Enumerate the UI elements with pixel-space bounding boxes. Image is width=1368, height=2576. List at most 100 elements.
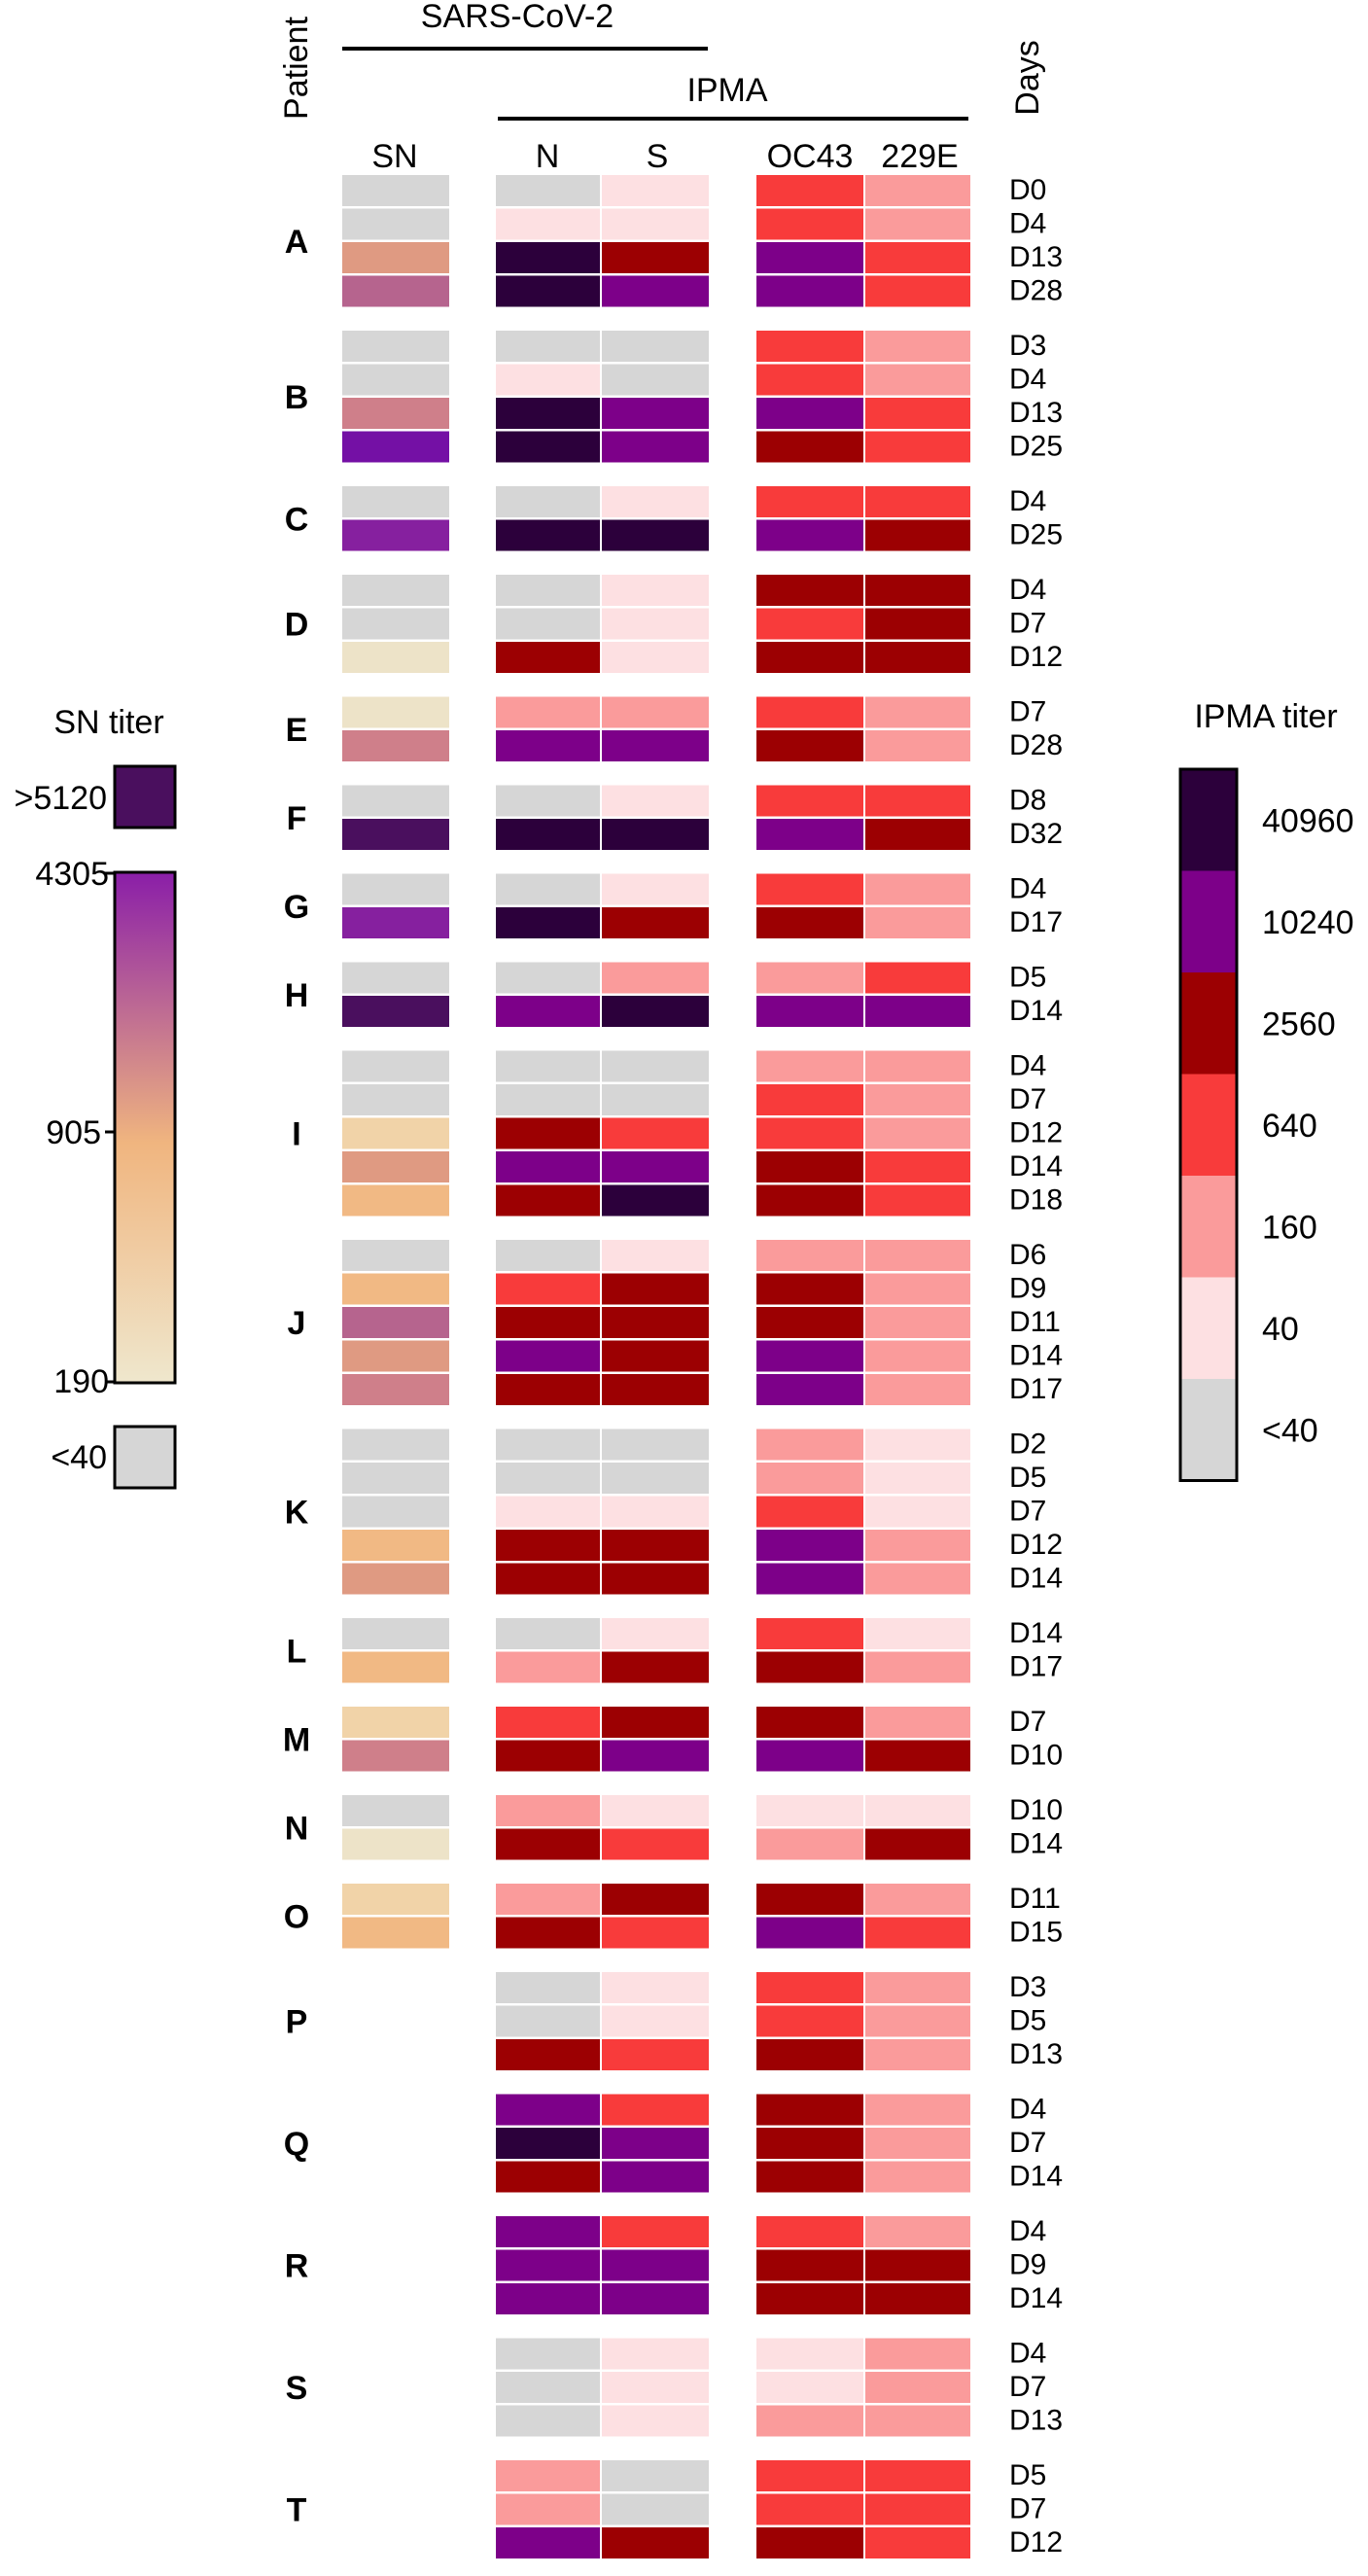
header: Patient SARS-CoV-2 IPMA Days SN N S OC43… [278,0,1046,175]
cell-T-D12-229E [865,2527,970,2558]
cell-L-D17-S [602,1651,709,1683]
cell-J-D6-OC43 [756,1240,863,1271]
cell-Q-D14-N [496,2161,600,2193]
cell-H-D14-SN [342,996,449,1027]
ipma-band-swatch [1180,1176,1237,1278]
day-label: D5 [1009,1462,1046,1494]
cell-H-D5-SN [342,962,449,994]
cell-B-D4-229E [865,364,970,396]
ipma-band-label: 40 [1262,1311,1299,1348]
cell-G-D4-S [602,873,709,905]
cell-D-D7-SN [342,608,449,640]
cell-N-D14-SN [342,1828,449,1860]
cell-S-D7-229E [865,2372,970,2403]
cell-P-D13-229E [865,2039,970,2070]
patient-label: G [284,889,309,926]
cell-K-D14-229E [865,1563,970,1595]
cell-I-D14-S [602,1151,709,1182]
cell-K-D12-229E [865,1530,970,1561]
cell-Q-D4-OC43 [756,2094,863,2126]
cell-M-D10-S [602,1740,709,1772]
cell-S-D7-OC43 [756,2372,863,2403]
day-label: D14 [1009,2161,1063,2193]
ipma-band-swatch [1180,1379,1237,1481]
ipma-group-label: IPMA [686,72,767,109]
day-label: D3 [1009,330,1046,362]
cell-E-D7-N [496,696,600,728]
day-label: D7 [1009,1706,1046,1738]
day-label: D12 [1009,2526,1063,2558]
cell-J-D9-N [496,1273,600,1305]
sn-legend: SN titer >5120 4305 905 190 <40 [15,704,177,1490]
cell-J-D11-N [496,1307,600,1338]
cell-H-D14-OC43 [756,996,863,1027]
cell-R-D14-229E [865,2283,970,2314]
cell-G-D4-OC43 [756,873,863,905]
day-label: D12 [1009,1117,1063,1149]
ipma-legend-bands: 40960 10240 2560 640 160 40 <40 [1178,767,1354,1482]
cell-M-D10-229E [865,1740,970,1772]
cell-L-D14-229E [865,1618,970,1649]
day-label: D14 [1009,995,1063,1027]
cell-E-D7-SN [342,696,449,728]
cell-R-D14-N [496,2283,600,2314]
day-label: D7 [1009,2493,1046,2525]
cell-K-D5-229E [865,1463,970,1494]
cell-K-D7-229E [865,1496,970,1528]
cell-I-D12-OC43 [756,1117,863,1149]
cell-Q-D4-S [602,2094,709,2126]
cell-T-D7-229E [865,2493,970,2525]
cell-A-D13-SN [342,242,449,273]
cell-B-D3-OC43 [756,331,863,362]
cell-A-D28-S [602,275,709,307]
cell-I-D7-OC43 [756,1084,863,1115]
cell-E-D28-SN [342,730,449,761]
day-label: D14 [1009,1617,1063,1649]
cell-N-D10-S [602,1795,709,1826]
cell-I-D7-S [602,1084,709,1115]
cell-S-D13-229E [865,2405,970,2437]
cell-J-D6-SN [342,1240,449,1271]
cell-E-D7-S [602,696,709,728]
cell-F-D32-S [602,819,709,850]
cell-Q-D4-N [496,2094,600,2126]
cell-K-D14-SN [342,1563,449,1595]
day-label: D14 [1009,1340,1063,1372]
cell-C-D25-N [496,519,600,551]
day-label: D11 [1009,1306,1061,1338]
cell-Q-D14-229E [865,2161,970,2193]
day-label: D13 [1009,2038,1063,2070]
cell-T-D5-229E [865,2460,970,2491]
cell-F-D32-SN [342,819,449,850]
cell-A-D0-N [496,175,600,206]
cell-J-D17-N [496,1374,600,1405]
cell-N-D14-S [602,1828,709,1860]
cell-H-D14-N [496,996,600,1027]
cell-D-D4-229E [865,575,970,606]
cell-E-D28-S [602,730,709,761]
cell-F-D8-OC43 [756,785,863,817]
cell-B-D13-229E [865,398,970,429]
cell-J-D14-N [496,1340,600,1372]
cell-D-D12-OC43 [756,642,863,673]
day-label: D17 [1009,1373,1063,1405]
cell-K-D2-229E [865,1429,970,1461]
cell-G-D4-229E [865,873,970,905]
day-label: D12 [1009,1529,1063,1561]
cell-B-D4-OC43 [756,364,863,396]
cell-H-D14-S [602,996,709,1027]
cell-C-D4-N [496,486,600,517]
day-label: D3 [1009,1971,1046,2003]
sn-legend-below-label: <40 [51,1439,107,1476]
cell-I-D12-S [602,1117,709,1149]
day-label: D14 [1009,2282,1063,2314]
sn-legend-gradient-bar [113,870,177,1385]
day-label: D18 [1009,1184,1063,1217]
cell-H-D5-N [496,962,600,994]
ipma-band-swatch [1180,1074,1237,1176]
cell-K-D12-OC43 [756,1530,863,1561]
cell-K-D7-N [496,1496,600,1528]
day-label: D10 [1009,1794,1063,1826]
day-label: D8 [1009,785,1046,817]
cell-T-D5-S [602,2460,709,2491]
